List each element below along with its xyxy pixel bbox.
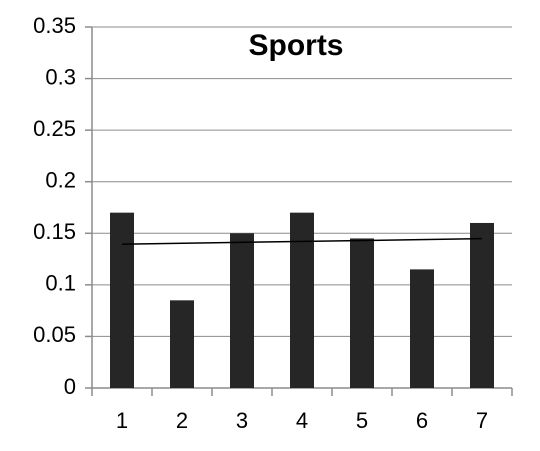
y-tick-label: 0.35 [33,13,76,38]
x-tick-label: 5 [356,408,368,433]
x-tick-label: 7 [476,408,488,433]
y-tick-label: 0.2 [45,168,76,193]
bar [230,233,254,388]
bar [410,269,434,388]
x-tick-label: 4 [296,408,308,433]
y-tick-label: 0.15 [33,219,76,244]
x-tick-label: 2 [176,408,188,433]
x-tick-label: 3 [236,408,248,433]
y-tick-label: 0 [64,374,76,399]
y-tick-label: 0.25 [33,116,76,141]
y-tick-label: 0.3 [45,64,76,89]
trend-line [121,237,483,245]
bar [350,238,374,388]
bar [470,222,494,388]
y-tick-label: 0.1 [45,271,76,296]
bar [170,300,194,388]
bar [110,212,134,388]
bar [290,212,314,388]
x-tick-label: 6 [416,408,428,433]
y-tick-label: 0.05 [33,322,76,347]
x-tick-label: 1 [116,408,128,433]
chart-title: Sports [248,29,343,62]
